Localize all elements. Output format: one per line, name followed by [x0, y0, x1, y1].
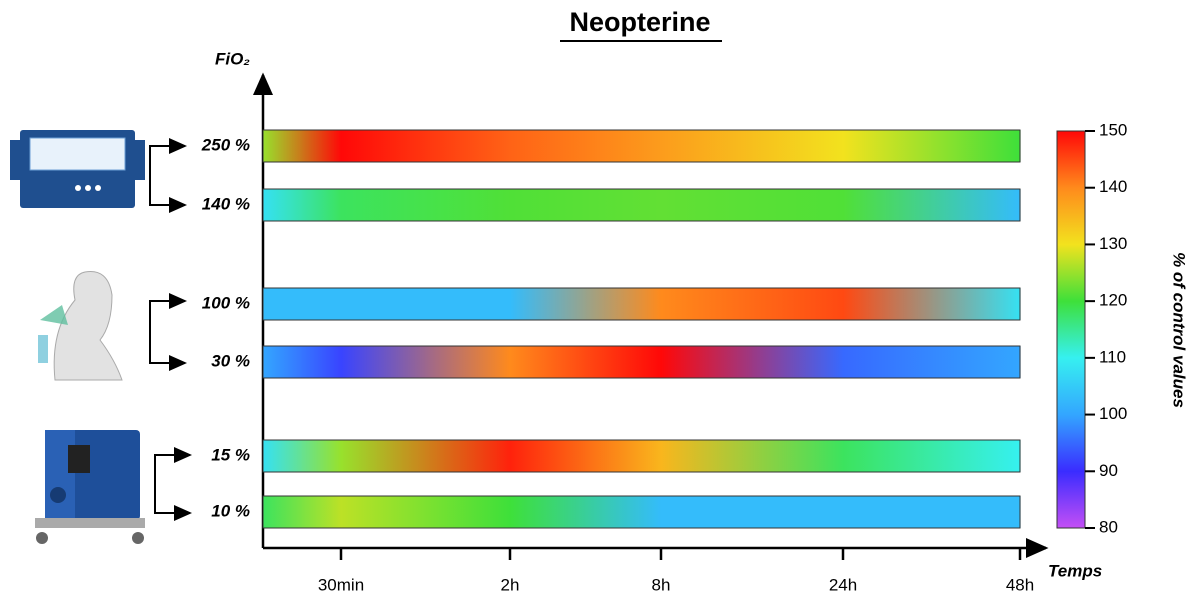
heat-segment [263, 346, 303, 378]
heat-segment [302, 346, 427, 378]
colorbar-tick-label: 130 [1099, 234, 1127, 253]
y-axis-label: FiO₂ [215, 49, 250, 68]
ventilator-icon [35, 430, 145, 544]
row-outline [262, 345, 1021, 379]
row-label: 140 % [202, 194, 250, 213]
row-label: 250 % [201, 135, 250, 154]
row-outline [262, 188, 1021, 222]
x-tick-label: 2h [501, 575, 520, 594]
colorbar [1056, 130, 1086, 529]
row-outline [262, 287, 1021, 321]
colorbar-tick-label: 90 [1099, 461, 1118, 480]
colorbar-tick-label: 80 [1099, 517, 1118, 536]
heat-segment [585, 189, 753, 221]
heat-segment [752, 346, 933, 378]
heat-segment [931, 288, 1021, 320]
chart-title: Neopterine [569, 7, 710, 37]
colorbar-tick-label: 110 [1099, 347, 1126, 366]
heat-segment [585, 440, 753, 472]
row-outline [262, 495, 1021, 529]
colorbar-tick-label: 120 [1099, 291, 1127, 310]
heat-segment [425, 496, 587, 528]
heat-segment [931, 130, 1021, 162]
x-tick-label: 30min [318, 575, 364, 594]
colorbar-tick-label: 140 [1099, 177, 1127, 196]
heat-segment [425, 288, 587, 320]
x-tick-label: 48h [1006, 575, 1034, 594]
heat-segment [585, 288, 753, 320]
heat-segment [425, 346, 587, 378]
heat-segment [931, 440, 1021, 472]
x-axis-label: Temps [1048, 561, 1102, 580]
heat-segment [302, 288, 427, 320]
brackets [149, 138, 192, 521]
heat-segment [752, 288, 933, 320]
heat-segment [752, 189, 933, 221]
heat-segment [585, 130, 753, 162]
colorbar-tick-label: 150 [1099, 120, 1127, 139]
x-tick-label: 8h [652, 575, 671, 594]
heat-segment [425, 130, 587, 162]
heat-segment [752, 440, 933, 472]
heat-segment [263, 440, 303, 472]
heat-segment [931, 346, 1021, 378]
row-outline [262, 129, 1021, 163]
heat-segment [585, 496, 753, 528]
row-label: 100 % [202, 293, 250, 312]
row-label: 10 % [211, 501, 250, 520]
heat-segment [425, 189, 587, 221]
heat-segment [263, 189, 303, 221]
heat-segment [302, 440, 427, 472]
colorbar-label: % of control values [1170, 252, 1189, 408]
x-tick-label: 24h [829, 575, 857, 594]
heat-segment [263, 130, 303, 162]
incubator-icon [10, 130, 145, 208]
heat-segment [302, 189, 427, 221]
heat-segment [263, 496, 303, 528]
heat-segment [931, 496, 1021, 528]
row-outline [262, 439, 1021, 473]
heat-segment [585, 346, 753, 378]
heat-segment [752, 496, 933, 528]
patient-icon [38, 270, 123, 381]
heat-segment [425, 440, 587, 472]
colorbar-tick-label: 100 [1099, 404, 1127, 423]
heat-segment [302, 496, 427, 528]
row-label: 30 % [211, 351, 250, 370]
heat-segment [263, 288, 303, 320]
heat-segment [931, 189, 1021, 221]
heat-segment [302, 130, 427, 162]
row-label: 15 % [211, 445, 250, 464]
heat-segment [752, 130, 933, 162]
